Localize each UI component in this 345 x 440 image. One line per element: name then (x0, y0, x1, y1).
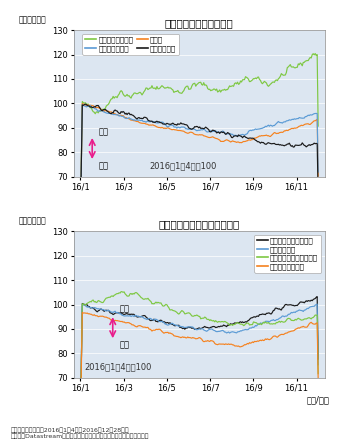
Text: 円高: 円高 (119, 340, 129, 349)
Text: （ポイント）: （ポイント） (19, 15, 46, 24)
Text: （ポイント）: （ポイント） (19, 216, 46, 225)
Title: 主なアジア各国の対円レート: 主なアジア各国の対円レート (159, 219, 240, 229)
Legend: ブラジル・レアル, インド・ルピー, 人民元, トルコ・リラ: ブラジル・レアル, インド・ルピー, 人民元, トルコ・リラ (82, 34, 179, 55)
Text: 2016年1月4日＝100: 2016年1月4日＝100 (85, 362, 152, 371)
Text: （注）データ期間は2016年1月4日～2016年12月28日。: （注）データ期間は2016年1月4日～2016年12月28日。 (10, 428, 129, 433)
Text: （年/月）: （年/月） (307, 395, 330, 404)
Text: 円高: 円高 (99, 161, 109, 170)
Text: 2016年1月4日＝100: 2016年1月4日＝100 (149, 161, 217, 170)
Text: （出所）Datastreamのデータを基に三井住友アセットマネジメント作成: （出所）Datastreamのデータを基に三井住友アセットマネジメント作成 (10, 434, 149, 439)
Title: 主な新興国の対円レート: 主な新興国の対円レート (165, 18, 234, 28)
Text: 円安: 円安 (119, 305, 129, 314)
Text: 円安: 円安 (99, 127, 109, 136)
Legend: インドネシア・ルピア, タイ・バーツ, マレーシア・リンギット, フィリピン・ペソ: インドネシア・ルピア, タイ・バーツ, マレーシア・リンギット, フィリピン・ペ… (254, 235, 321, 273)
